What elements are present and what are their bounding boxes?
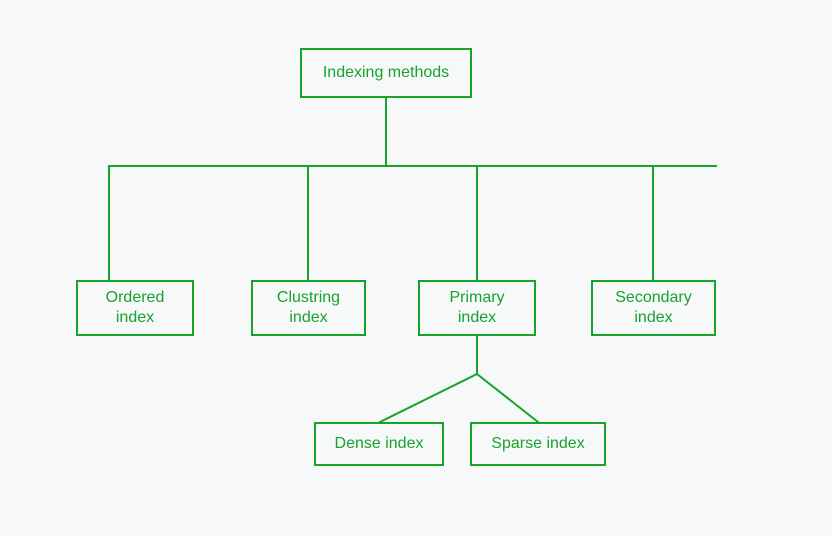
- node-root: Indexing methods: [300, 48, 472, 98]
- node-secondary-index: Secondary index: [591, 280, 716, 336]
- node-primary-index: Primary index: [418, 280, 536, 336]
- node-ordered-index: Ordered index: [76, 280, 194, 336]
- node-sparse-index: Sparse index: [470, 422, 606, 466]
- node-dense-index: Dense index: [314, 422, 444, 466]
- diagram-canvas: Indexing methods Ordered index Clustring…: [0, 0, 832, 536]
- node-clustring-index: Clustring index: [251, 280, 366, 336]
